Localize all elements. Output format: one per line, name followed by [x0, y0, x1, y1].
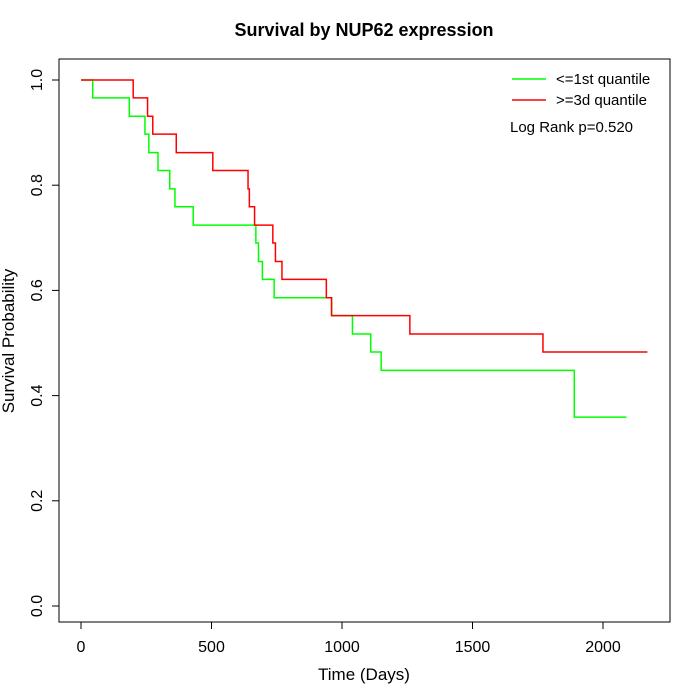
x-tick-label: 0	[77, 639, 86, 656]
series-high-quantile-line	[81, 79, 648, 353]
y-axis-label: Survival Probability	[0, 268, 18, 413]
y-axis: 0.0 0.2 0.4 0.6 0.8 1.0	[29, 69, 60, 617]
series-low-quantile-line	[81, 79, 627, 418]
y-tick-label: 0.0	[29, 595, 46, 617]
y-tick-label: 0.2	[29, 490, 46, 512]
x-tick-label: 1500	[455, 639, 491, 656]
chart-title: Survival by NUP62 expression	[234, 20, 493, 40]
x-tick-label: 1000	[324, 639, 360, 656]
series-layer	[81, 79, 648, 418]
legend-label-low: <=1st quantile	[556, 71, 650, 88]
x-tick-label: 500	[198, 639, 225, 656]
x-axis: 0 500 1000 1500 2000	[77, 621, 621, 656]
legend-label-high: >=3d quantile	[556, 92, 647, 109]
y-tick-label: 0.6	[29, 279, 46, 301]
y-tick-label: 0.4	[29, 384, 46, 406]
y-tick-label: 0.8	[29, 174, 46, 196]
x-axis-label: Time (Days)	[318, 665, 410, 684]
plot-frame	[58, 58, 671, 623]
logrank-annotation: Log Rank p=0.520	[510, 119, 633, 136]
legend: <=1st quantile >=3d quantile Log Rank p=…	[510, 71, 650, 136]
y-tick-label: 1.0	[29, 69, 46, 91]
x-tick-label: 2000	[585, 639, 621, 656]
